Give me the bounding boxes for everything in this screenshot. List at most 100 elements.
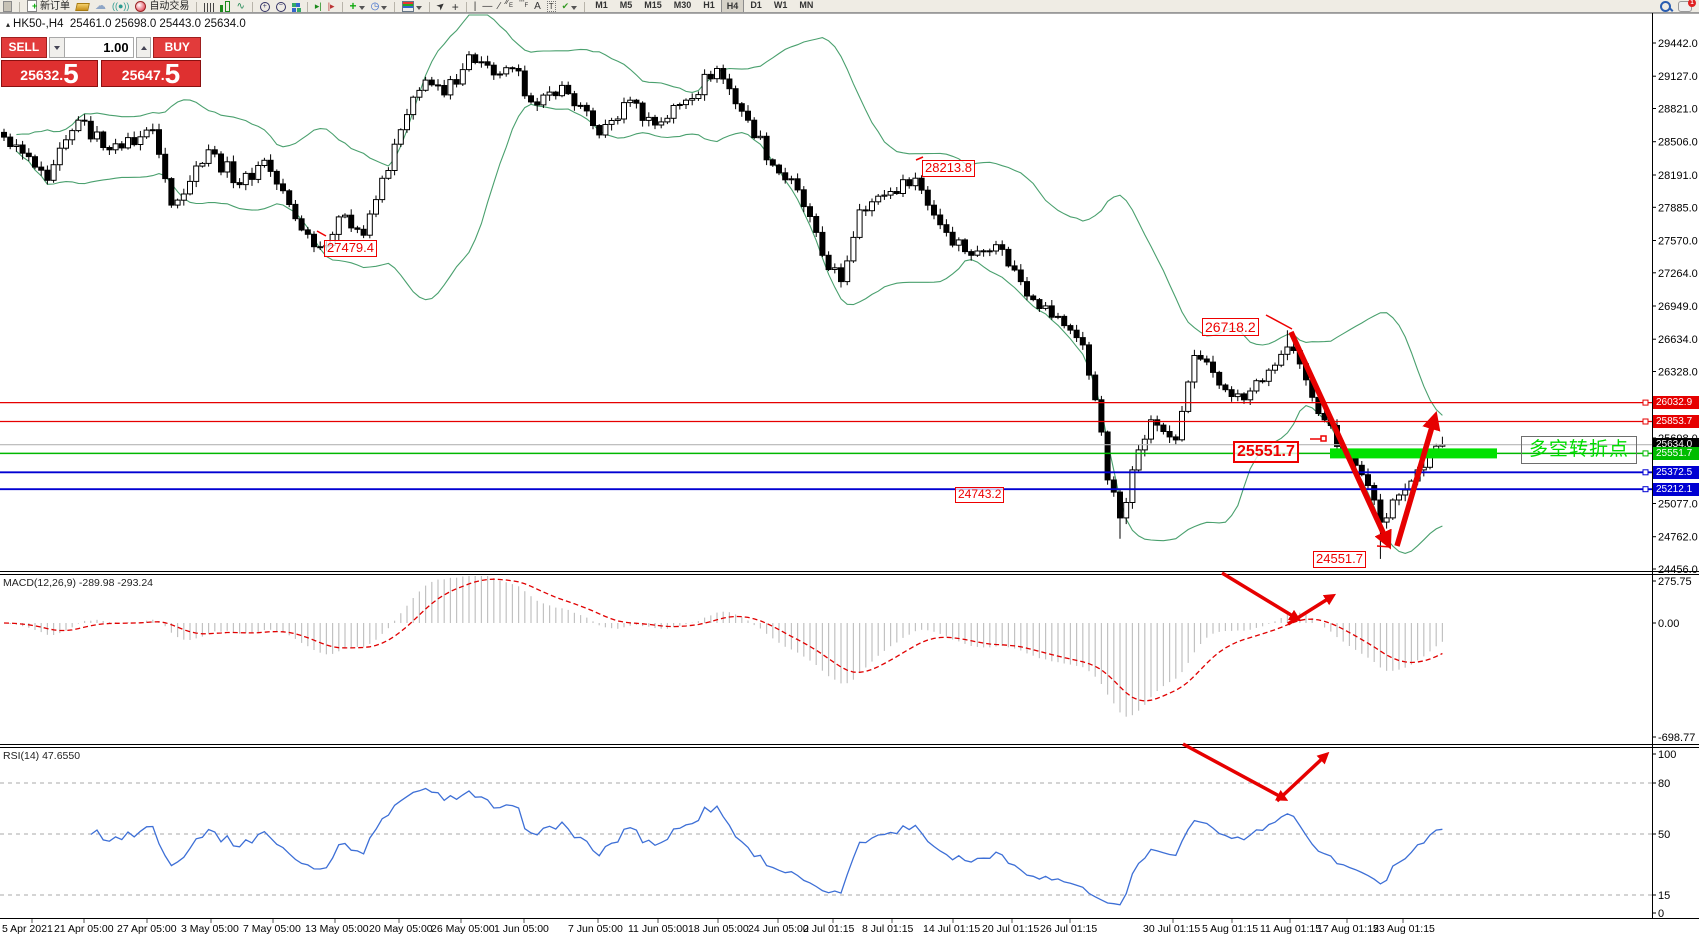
text-icon[interactable]: A [534, 1, 541, 12]
time-axis-label[interactable]: 7 Jun 05:00 [568, 923, 623, 935]
arrows-icon[interactable]: ✔ [562, 0, 578, 12]
time-axis-label[interactable]: 11 Jun 05:00 [628, 923, 688, 935]
sell-button[interactable]: SELL [1, 37, 47, 58]
price-callout-27479.4[interactable]: 27479.4 [324, 240, 377, 257]
bar-chart-icon[interactable] [204, 0, 215, 12]
chat-icon[interactable]: 1 [1678, 0, 1696, 12]
time-axis-label[interactable]: 27 Apr 05:00 [117, 923, 177, 935]
buy-price-button[interactable]: 25647. 5 [101, 60, 201, 88]
time-axis-label[interactable]: 26 May 05:00 [431, 923, 495, 935]
candle-chart-icon[interactable] [220, 0, 231, 12]
timeframe-button-m1[interactable]: M1 [595, 0, 608, 10]
trendline-icon[interactable]: ∕ [498, 1, 500, 12]
svg-text:28821.0: 28821.0 [1658, 104, 1698, 116]
label-icon[interactable]: T [546, 1, 556, 12]
zoom-out-icon[interactable]: − [275, 0, 286, 12]
price-callout-24743.2[interactable]: 24743.2 [955, 487, 1005, 503]
time-axis-label[interactable]: 11 Aug 01:15 [1260, 923, 1322, 935]
template-button[interactable] [402, 0, 423, 12]
autotrade-button[interactable]: 自动交易 [135, 0, 189, 12]
buy-button[interactable]: BUY [153, 37, 201, 58]
time-axis-label[interactable]: 3 May 05:00 [181, 923, 239, 935]
svg-text:25077.0: 25077.0 [1658, 499, 1698, 511]
chart-window[interactable]: 29442.0 29127.0 28821.0 28506.0 28191.0 27885… [0, 13, 1699, 936]
macd-histogram [9, 576, 1444, 717]
time-axis-label[interactable]: 21 Apr 05:00 [54, 923, 114, 935]
time-axis-label[interactable]: 20 Jul 01:15 [982, 923, 1040, 935]
time-axis-label[interactable]: 20 May 05:00 [369, 923, 433, 935]
rsi-line [90, 787, 1443, 906]
channel-icon[interactable]: ┄F [519, 0, 529, 9]
timeframe-button-m15[interactable]: M15 [644, 0, 662, 10]
toolbar-separator [429, 2, 431, 12]
timeframe-button-m30[interactable]: M30 [673, 0, 692, 10]
sell-price-big-digit: 5 [63, 58, 79, 89]
time-axis-label[interactable]: 2 Jul 01:15 [803, 923, 855, 935]
price-callout-25551.7[interactable]: 25551.7 [1233, 441, 1299, 464]
time-axis-label[interactable]: 8 Jul 01:15 [862, 923, 914, 935]
timeframe-button-h4[interactable]: H4 [720, 0, 745, 12]
time-axis-label[interactable]: 5 Aug 01:15 [1202, 923, 1259, 935]
time-axis-label[interactable]: 5 Apr 2021 [2, 923, 53, 935]
price-axis[interactable]: 29442.0 29127.0 28821.0 28506.0 28191.0 27885… [1652, 38, 1698, 920]
crosshair-icon[interactable]: + [451, 0, 459, 13]
macd-header: MACD(12,26,9) -289.98 -293.24 [3, 577, 153, 589]
add-indicator-button[interactable]: + [350, 0, 365, 12]
price-badge-25551.7: 25551.7 [1653, 446, 1699, 460]
volume-input[interactable] [64, 37, 134, 58]
time-axis-label[interactable]: 14 Jul 01:15 [923, 923, 981, 935]
new-order-button[interactable]: + 新订单 [27, 0, 70, 12]
timeframe-button-h1[interactable]: H1 [703, 0, 715, 10]
trend-arrows[interactable] [1182, 330, 1441, 803]
time-axis-label[interactable]: 7 May 05:00 [243, 923, 301, 935]
period-button[interactable]: ◷ [371, 0, 388, 12]
notification-badge: 1 [1688, 0, 1696, 7]
auto-scroll-icon[interactable]: |▸ [327, 1, 335, 11]
time-axis-label[interactable]: 30 Jul 01:15 [1143, 923, 1201, 935]
price-badge-25372.5: 25372.5 [1653, 465, 1699, 479]
sell-price-button[interactable]: 25632. 5 [1, 58, 99, 89]
horizontal-levels[interactable] [0, 399, 1652, 493]
chart-canvas[interactable]: 29442.0 29127.0 28821.0 28506.0 28191.0 27885… [0, 13, 1699, 936]
turning-point-annotation[interactable]: 多空转折点 [1521, 436, 1637, 464]
price-badge-26032.9: 26032.9 [1653, 396, 1699, 410]
timeframe-button-mn[interactable]: MN [799, 0, 814, 10]
volume-up-button[interactable] [135, 37, 152, 58]
vline-icon[interactable]: | [473, 1, 477, 12]
volume-down-button[interactable] [48, 37, 65, 58]
fibonacci-icon[interactable]: ∕∕E [505, 0, 514, 9]
line-chart-icon[interactable]: ∿ [236, 1, 245, 12]
green-turning-bar[interactable] [1330, 448, 1497, 459]
tile-windows-icon[interactable] [291, 0, 301, 12]
time-axis-label[interactable]: 13 May 05:00 [305, 923, 369, 935]
collapse-one-click-icon[interactable]: ▴ [6, 20, 11, 29]
zoom-in-icon[interactable]: + [259, 0, 270, 12]
price-callout-26718.2[interactable]: 26718.2 [1202, 318, 1259, 337]
time-axis-label[interactable]: 26 Jul 01:15 [1040, 923, 1098, 935]
macd-signal-line [3, 578, 1443, 702]
candles-layer [1, 51, 1446, 559]
shift-end-icon[interactable]: ▸| [314, 1, 322, 11]
time-axis-label[interactable]: 24 Jun 05:00 [748, 923, 809, 935]
timeframe-button-w1[interactable]: W1 [773, 0, 788, 10]
timeframe-button-m5[interactable]: M5 [619, 0, 633, 10]
gold-icon[interactable] [75, 0, 90, 12]
time-axis-label[interactable]: 17 Aug 01:15 [1317, 923, 1379, 935]
svg-text:0: 0 [1658, 908, 1664, 920]
hline-icon[interactable]: — [482, 1, 493, 12]
cloud-icon[interactable]: ☁ [95, 0, 106, 12]
time-axis-label[interactable]: 1 Jun 05:00 [494, 923, 549, 935]
svg-text:28191.0: 28191.0 [1658, 170, 1698, 182]
time-axis-label[interactable]: 18 Jun 05:00 [688, 923, 749, 935]
price-callout-24551.7[interactable]: 24551.7 [1313, 551, 1366, 568]
time-axis-label[interactable]: 23 Aug 01:15 [1373, 923, 1435, 935]
price-badge-25853.7: 25853.7 [1653, 415, 1699, 429]
search-icon[interactable] [1660, 0, 1674, 12]
cursor-icon[interactable]: ➤ [434, 0, 449, 13]
price-callout-28213.8[interactable]: 28213.8 [922, 160, 975, 177]
signal-icon[interactable]: ((●)) [112, 1, 130, 11]
chevron-up-icon [140, 45, 147, 50]
timeframe-button-d1[interactable]: D1 [750, 0, 762, 10]
svg-text:100: 100 [1658, 749, 1676, 761]
